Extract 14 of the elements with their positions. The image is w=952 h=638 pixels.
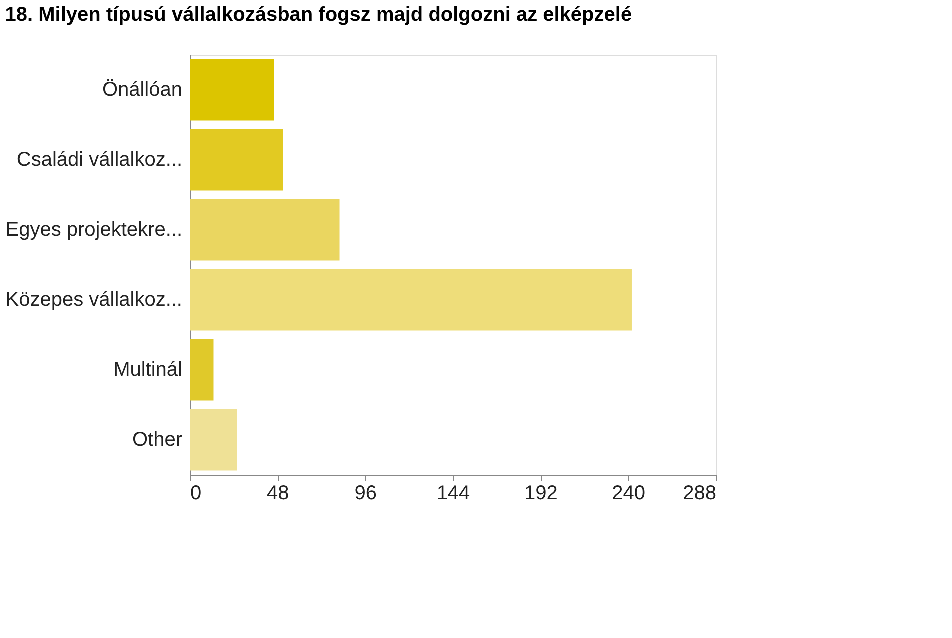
x-tick-label: 96: [354, 482, 377, 504]
x-tick-label: 0: [190, 482, 202, 504]
chart-title: 18. Milyen típusú vállalkozásban fogsz majd dolgozni az elképzelé: [5, 4, 632, 26]
y-tick-label: Other: [132, 429, 183, 451]
x-tick-label: 192: [524, 482, 558, 504]
y-tick-label: Egyes projektekre...: [6, 219, 182, 241]
y-tick-label: Közepes vállalkoz...: [6, 289, 182, 311]
y-tick-label: Multinál: [114, 359, 182, 381]
y-tick-label: Családi vállalkoz...: [16, 149, 182, 171]
x-tick-label: 240: [612, 482, 646, 504]
x-tick-label: 48: [267, 482, 290, 504]
x-tick-label: 144: [436, 482, 470, 504]
x-tick-label: 288: [683, 482, 716, 504]
y-tick-label: Önállóan: [102, 79, 182, 101]
